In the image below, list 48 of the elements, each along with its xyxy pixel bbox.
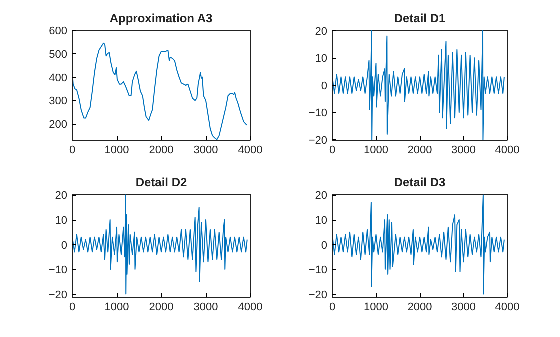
y-tick-label: 20 xyxy=(315,26,328,38)
x-tick-label: 1000 xyxy=(364,144,388,156)
y-tick-label: 300 xyxy=(49,96,68,108)
y-tick-label: −10 xyxy=(308,108,328,120)
x-tick-label: 1000 xyxy=(104,144,130,156)
x-tick-label: 3000 xyxy=(194,302,218,314)
x-tick-label: 0 xyxy=(329,302,336,314)
y-tick-label: −20 xyxy=(308,289,328,302)
y-tick-label: 20 xyxy=(55,190,68,202)
y-tick-label: 0 xyxy=(61,240,68,252)
x-tick-label: 3000 xyxy=(452,302,476,314)
x-tick-label: 1000 xyxy=(364,302,388,314)
chart-title: Detail D3 xyxy=(394,176,446,190)
x-tick-label: 2000 xyxy=(149,144,174,156)
line-series xyxy=(332,194,505,295)
y-tick-label: −10 xyxy=(48,264,68,277)
line-series xyxy=(332,30,505,140)
y-tick-label: 600 xyxy=(49,26,68,38)
x-tick-label: 4000 xyxy=(238,302,263,314)
chart-title: Detail D1 xyxy=(394,12,446,26)
x-tick-label: 3000 xyxy=(452,144,476,156)
y-tick-label: 0 xyxy=(321,80,328,92)
x-tick-label: 3000 xyxy=(194,144,218,156)
x-tick-label: 1000 xyxy=(104,302,130,314)
x-tick-label: 0 xyxy=(329,144,336,156)
line-series xyxy=(72,42,248,140)
line-series xyxy=(72,194,248,295)
x-tick-label: 4000 xyxy=(495,144,520,156)
y-tick-label: 10 xyxy=(315,215,328,227)
x-tick-label: 4000 xyxy=(238,144,263,156)
y-tick-label: 500 xyxy=(49,48,68,61)
x-tick-label: 0 xyxy=(69,302,76,314)
x-tick-label: 2000 xyxy=(408,302,432,314)
y-tick-label: −10 xyxy=(308,264,328,277)
x-tick-label: 0 xyxy=(69,144,76,156)
y-tick-label: −20 xyxy=(48,289,68,302)
y-tick-label: 0 xyxy=(321,240,328,252)
y-tick-label: 200 xyxy=(49,119,68,132)
y-tick-label: 400 xyxy=(49,72,68,84)
y-tick-label: 10 xyxy=(315,53,328,66)
x-tick-label: 4000 xyxy=(495,302,520,314)
y-tick-label: 20 xyxy=(315,190,328,202)
y-tick-label: −20 xyxy=(308,134,328,147)
y-tick-label: 10 xyxy=(55,215,68,227)
x-tick-label: 2000 xyxy=(149,302,174,314)
chart-title: Detail D2 xyxy=(136,176,188,190)
x-tick-label: 2000 xyxy=(408,144,432,156)
chart-title: Approximation A3 xyxy=(110,12,214,26)
